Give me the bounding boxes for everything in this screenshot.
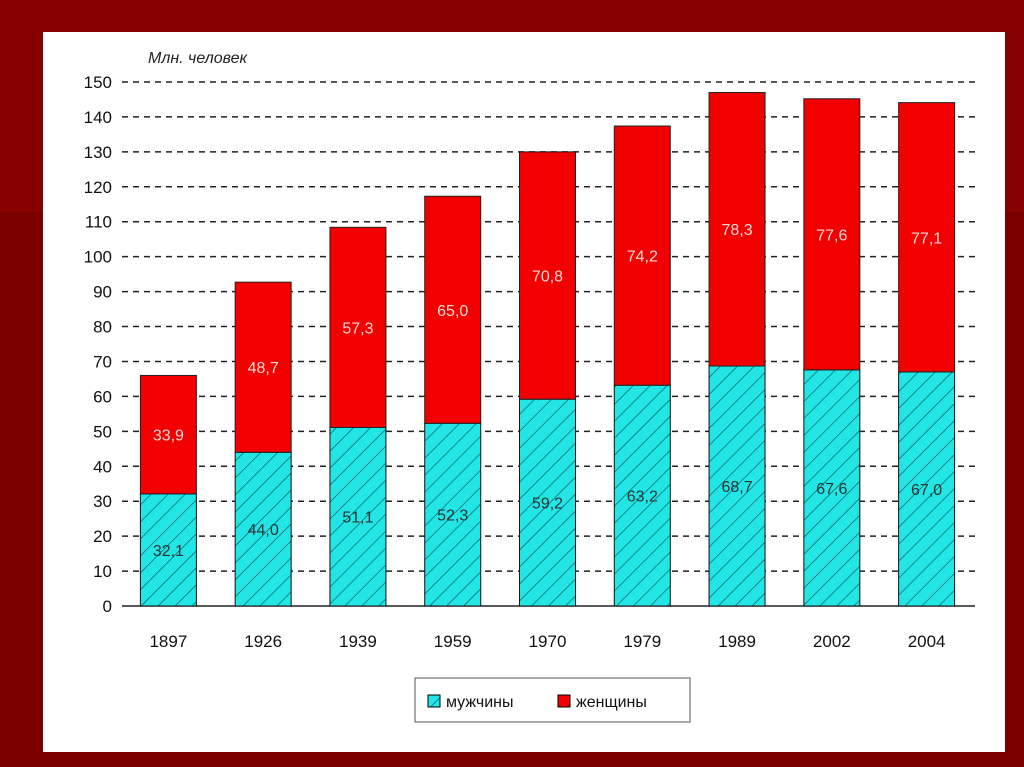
bar-men <box>139 493 197 607</box>
data-label-women: 77,1 <box>911 230 942 247</box>
y-tick-label: 60 <box>93 387 112 406</box>
y-tick-label: 0 <box>103 597 112 616</box>
legend-swatch-men <box>427 694 441 708</box>
data-label-women: 70,8 <box>532 269 563 286</box>
bar-men <box>519 398 576 607</box>
y-tick-label: 140 <box>84 108 112 127</box>
y-tick-label: 40 <box>93 457 112 476</box>
legend-swatch-women <box>557 694 571 708</box>
x-tick-label: 2002 <box>813 632 851 651</box>
y-tick-label: 80 <box>93 318 112 337</box>
legend-label-women: женщины <box>576 694 647 711</box>
y-tick-label: 110 <box>85 213 112 232</box>
y-tick-label: 130 <box>84 143 112 162</box>
data-label-women: 57,3 <box>342 320 373 337</box>
bar-men <box>803 369 861 607</box>
y-tick-label: 30 <box>93 492 112 511</box>
legend-label-men: мужчины <box>446 694 514 711</box>
y-tick-label: 10 <box>93 562 112 581</box>
bar-women <box>613 125 671 386</box>
x-tick-label: 1989 <box>718 632 756 651</box>
data-label-women: 78,3 <box>721 222 752 239</box>
data-label-women: 65,0 <box>437 303 468 320</box>
bar-women <box>234 281 292 453</box>
y-tick-label: 120 <box>84 178 112 197</box>
data-label-men: 67,6 <box>816 481 847 498</box>
y-axis-label: Млн. человек <box>148 50 249 67</box>
x-tick-label: 1939 <box>339 632 377 651</box>
y-tick-label: 20 <box>93 527 112 546</box>
x-tick-label: 1970 <box>529 632 567 651</box>
data-label-women: 33,9 <box>153 428 184 445</box>
y-tick-label: 70 <box>93 352 112 371</box>
data-label-men: 32,1 <box>153 543 184 560</box>
legend: мужчины женщины <box>414 677 691 723</box>
y-tick-label: 100 <box>84 248 112 267</box>
data-label-men: 67,0 <box>911 482 942 499</box>
bar-men <box>708 365 766 607</box>
bar-women <box>424 195 482 424</box>
data-label-men: 63,2 <box>627 489 658 506</box>
bar-men <box>234 451 292 607</box>
x-tick-label: 1959 <box>434 632 472 651</box>
data-label-men: 44,0 <box>248 522 279 539</box>
bar-men <box>424 422 482 607</box>
bar-men <box>613 384 671 607</box>
data-label-women: 77,6 <box>816 227 847 244</box>
data-label-women: 48,7 <box>248 360 279 377</box>
bar-men <box>329 426 387 607</box>
bar-women <box>519 151 576 400</box>
y-tick-label: 150 <box>84 73 112 92</box>
data-label-men: 52,3 <box>437 508 468 525</box>
y-tick-label: 50 <box>93 422 112 441</box>
bar-women <box>139 374 197 495</box>
bar-women <box>329 226 387 428</box>
y-tick-label: 90 <box>93 283 112 302</box>
data-label-women: 74,2 <box>627 249 658 266</box>
bar-men <box>898 371 956 607</box>
x-tick-label: 1897 <box>149 632 187 651</box>
x-tick-label: 2004 <box>908 632 946 651</box>
data-label-men: 59,2 <box>532 496 563 513</box>
x-tick-label: 1979 <box>623 632 661 651</box>
bar-women <box>803 98 861 371</box>
data-label-men: 68,7 <box>721 479 752 496</box>
data-label-men: 51,1 <box>342 510 373 527</box>
bar-women <box>708 91 766 367</box>
bar-women <box>898 102 956 373</box>
x-tick-label: 1926 <box>244 632 282 651</box>
